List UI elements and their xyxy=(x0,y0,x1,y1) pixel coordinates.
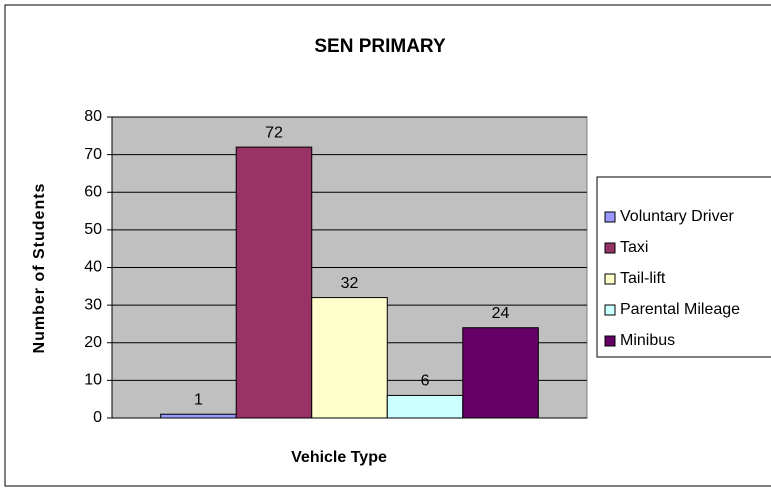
data-label: 6 xyxy=(421,373,430,390)
bar xyxy=(386,394,464,419)
y-tick-label: 70 xyxy=(84,146,102,163)
data-label: 1 xyxy=(194,391,203,408)
legend-swatch xyxy=(604,304,616,316)
y-tick-label: 30 xyxy=(84,296,102,313)
y-tick-label: 10 xyxy=(84,372,102,389)
y-axis-label: Number of Students xyxy=(31,183,48,354)
legend-swatch xyxy=(604,273,616,285)
legend-label: Minibus xyxy=(620,332,675,349)
y-tick-label: 0 xyxy=(93,409,102,426)
bar xyxy=(160,413,237,419)
data-label: 72 xyxy=(265,124,283,141)
legend-swatch xyxy=(604,242,616,254)
y-tick-label: 50 xyxy=(84,221,102,238)
x-axis-label: Vehicle Type xyxy=(291,449,387,466)
legend-label: Tail-lift xyxy=(620,270,666,287)
chart-title: SEN PRIMARY xyxy=(314,36,446,57)
y-tick-label: 40 xyxy=(84,259,102,276)
legend-label: Parental Mileage xyxy=(620,301,740,318)
bar xyxy=(235,146,313,419)
bar xyxy=(462,327,539,419)
data-label: 24 xyxy=(492,305,510,322)
data-label: 32 xyxy=(341,275,359,292)
legend-box xyxy=(596,176,771,358)
legend-label: Voluntary Driver xyxy=(620,208,734,225)
legend-label: Taxi xyxy=(620,239,648,256)
y-tick-label: 20 xyxy=(84,334,102,351)
y-tick-label: 80 xyxy=(84,108,102,125)
legend-swatch xyxy=(604,335,616,347)
y-tick-label: 60 xyxy=(84,183,102,200)
bar xyxy=(311,297,388,419)
legend-swatch xyxy=(604,211,616,223)
